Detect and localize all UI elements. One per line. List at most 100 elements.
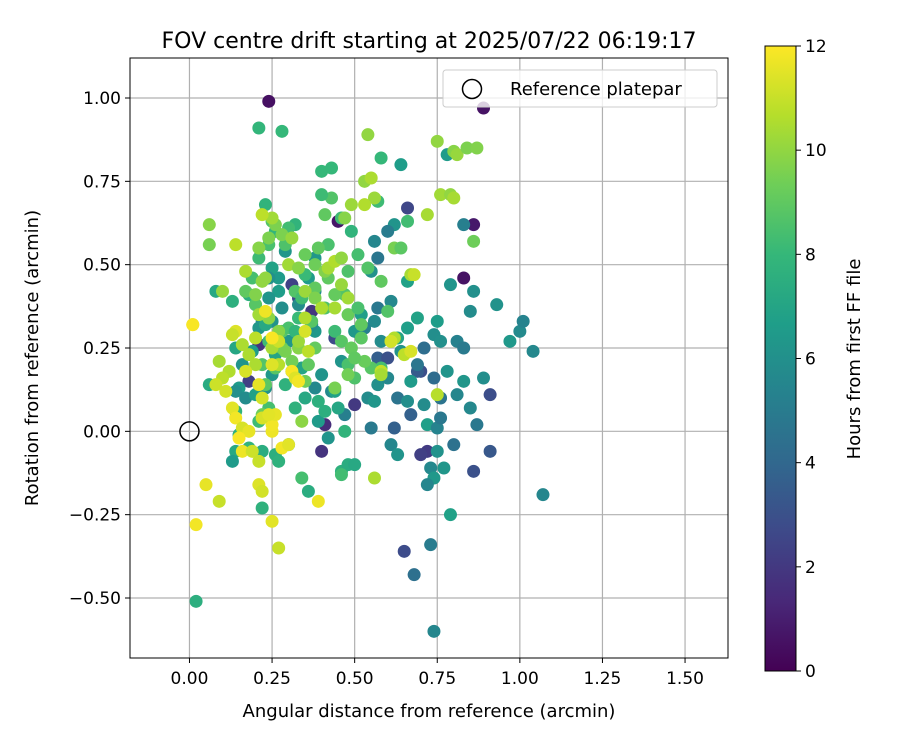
scatter-point — [278, 344, 292, 358]
scatter-point — [348, 351, 362, 365]
scatter-point — [334, 278, 348, 292]
scatter-point — [285, 354, 299, 368]
scatter-point — [430, 134, 444, 148]
scatter-point — [239, 264, 253, 278]
scatter-point — [384, 438, 398, 452]
scatter-point — [242, 424, 256, 438]
scatter-point — [404, 408, 418, 422]
scatter-point — [341, 368, 355, 382]
colorbar: 0 2 4 6 8 10 12 Hours from first FF file — [764, 37, 865, 682]
scatter-point — [212, 354, 226, 368]
scatter-point — [265, 514, 279, 528]
scatter-point — [255, 208, 269, 222]
scatter-point — [434, 188, 448, 202]
scatter-point — [371, 378, 385, 392]
scatter-point — [401, 201, 415, 215]
scatter-point — [374, 151, 388, 165]
scatter-point — [225, 328, 239, 342]
scatter-point — [404, 344, 418, 358]
scatter-point — [252, 251, 266, 265]
scatter-point — [351, 301, 365, 315]
scatter-point — [318, 208, 332, 222]
scatter-point — [325, 161, 339, 175]
scatter-point — [295, 471, 309, 485]
scatter-point — [467, 464, 481, 478]
scatter-point — [265, 261, 279, 275]
x-tick-label: 1.00 — [501, 669, 539, 689]
scatter-point — [186, 318, 200, 332]
scatter-point — [516, 314, 530, 328]
colorbar-ticks: 0 2 4 6 8 10 12 — [796, 37, 827, 682]
scatter-point — [288, 401, 302, 415]
scatter-point — [460, 141, 474, 155]
scatter-point — [344, 341, 358, 355]
scatter-point — [394, 241, 408, 255]
scatter-point — [434, 334, 448, 348]
scatter-point — [381, 304, 395, 318]
scatter-point — [450, 388, 464, 402]
scatter-point — [239, 284, 253, 298]
scatter-point — [298, 324, 312, 338]
scatter-point — [391, 391, 405, 405]
scatter-point — [212, 494, 226, 508]
colorbar-tick-label: 4 — [805, 454, 816, 474]
reference-platepar-marker — [179, 421, 200, 442]
scatter-point — [513, 324, 527, 338]
y-axis-ticks: −0.50 −0.25 0.00 0.25 0.50 0.75 1.00 — [69, 89, 130, 609]
scatter-point — [235, 338, 249, 352]
scatter-point — [298, 311, 312, 325]
scatter-point — [252, 454, 266, 468]
scatter-point — [447, 438, 461, 452]
scatter-point — [278, 378, 292, 392]
x-axis-ticks: 0.00 0.25 0.50 0.75 1.00 1.25 1.50 — [171, 658, 704, 689]
scatter-points — [186, 94, 550, 638]
x-axis-label: Angular distance from reference (arcmin) — [243, 701, 616, 722]
scatter-point — [252, 241, 266, 255]
scatter-point — [477, 371, 491, 385]
scatter-point — [427, 371, 441, 385]
scatter-point — [265, 331, 279, 345]
scatter-point — [371, 351, 385, 365]
scatter-point — [265, 418, 279, 432]
scatter-point — [420, 418, 434, 432]
scatter-point — [199, 478, 213, 492]
scatter-point — [258, 198, 272, 212]
scatter-point — [414, 448, 428, 462]
scatter-point — [315, 188, 329, 202]
scatter-point — [334, 334, 348, 348]
scatter-point — [401, 394, 415, 408]
scatter-point — [295, 414, 309, 428]
scatter-point — [249, 288, 263, 302]
scatter-point — [457, 271, 471, 285]
colorbar-gradient — [764, 45, 797, 672]
scatter-point — [358, 198, 372, 212]
scatter-point — [348, 398, 362, 412]
scatter-point — [344, 198, 358, 212]
scatter-point — [255, 484, 269, 498]
scatter-point — [470, 418, 484, 432]
scatter-point — [338, 424, 352, 438]
scatter-point — [351, 248, 365, 262]
scatter-point — [308, 381, 322, 395]
scatter-point — [374, 368, 388, 382]
scatter-point — [424, 538, 438, 552]
scatter-point — [315, 368, 329, 382]
scatter-point — [450, 148, 464, 162]
scatter-point — [404, 374, 418, 388]
scatter-point — [328, 301, 342, 315]
scatter-point — [467, 234, 481, 248]
scatter-point — [308, 291, 322, 305]
scatter-point — [463, 304, 477, 318]
scatter-point — [457, 218, 471, 232]
scatter-point — [367, 191, 381, 205]
scatter-point — [275, 228, 289, 242]
plot-frame — [129, 57, 729, 659]
scatter-point — [374, 274, 388, 288]
x-tick-label: 1.25 — [584, 669, 622, 689]
scatter-point — [255, 501, 269, 515]
scatter-point — [321, 431, 335, 445]
scatter-point — [311, 494, 325, 508]
scatter-point — [298, 391, 312, 405]
y-tick-label: −0.25 — [69, 506, 121, 526]
scatter-point — [301, 358, 315, 372]
